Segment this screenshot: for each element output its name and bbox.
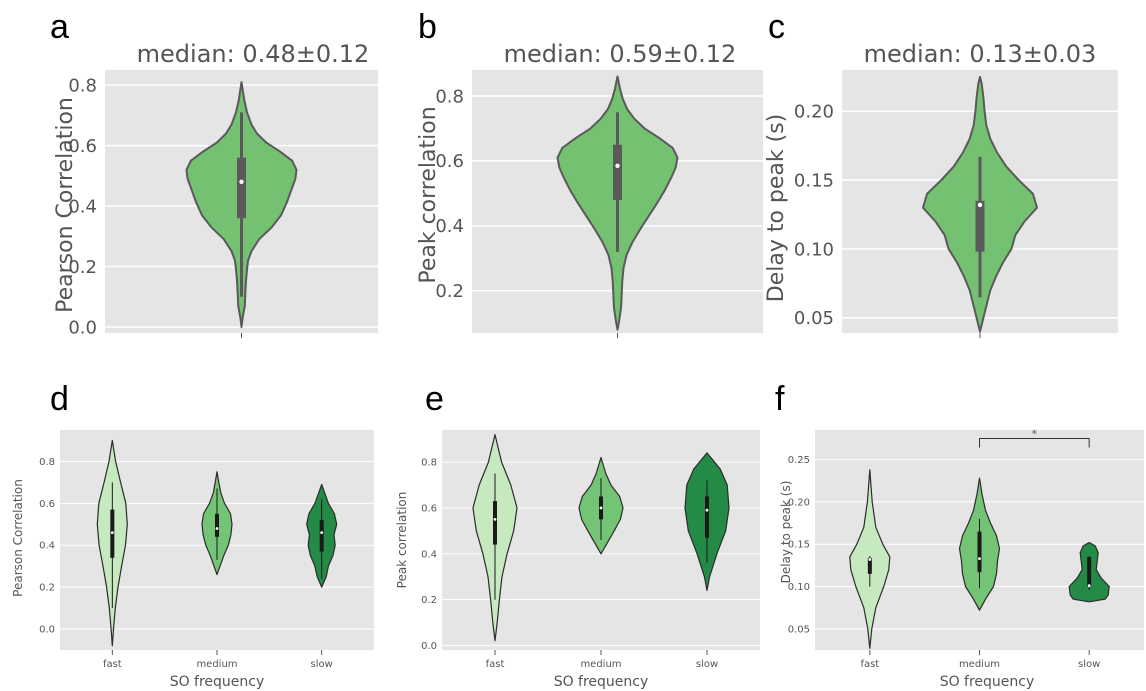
violin-median-dot <box>215 527 219 530</box>
x-tick-label: fast <box>486 659 505 670</box>
panel-letter-e: e <box>425 380 444 418</box>
panel-letter-f: f <box>775 380 785 418</box>
panel-e-xlabel: SO frequency <box>554 674 649 690</box>
y-tick-label: 0.0 <box>68 317 97 338</box>
panel-f-ylabel: Delay to peak (s) <box>779 481 793 584</box>
panel-b-plot: 0.2 0.4 0.6 0.8 <box>435 70 763 338</box>
y-tick-label: 0.0 <box>39 625 55 636</box>
y-tick-label: 0.0 <box>421 641 437 652</box>
violin-median-dot <box>599 506 603 510</box>
y-tick-label: 0.10 <box>788 582 810 593</box>
y-tick-label: 0.8 <box>421 458 437 469</box>
violin-median-dot <box>977 202 983 208</box>
y-tick-label: 0.4 <box>68 196 97 217</box>
y-tick-label: 0.6 <box>421 503 437 514</box>
x-tick-label: slow <box>1078 659 1100 670</box>
panel-d-xlabel: SO frequency <box>170 674 265 690</box>
panel-b-ylabel: Peak correlation <box>416 106 441 283</box>
x-tick-label: slow <box>311 659 333 670</box>
panel-a-plot: 0.0 0.2 0.4 0.6 0.8 <box>68 70 378 338</box>
violin-median-dot <box>110 531 114 535</box>
y-tick-label: 0.8 <box>435 86 464 107</box>
panel-letter-d: d <box>50 380 69 418</box>
y-tick-label: 0.05 <box>788 624 810 635</box>
violin-iqr-box <box>975 200 985 252</box>
x-tick-label: fast <box>860 659 879 670</box>
y-tick-label: 0.2 <box>435 281 464 302</box>
y-tick-label: 0.8 <box>39 457 55 468</box>
violin-iqr-box <box>1087 556 1092 587</box>
significance-star: * <box>1032 427 1038 440</box>
panel-d-plot: 0.0 0.2 0.4 0.6 0.8 fast medium slow <box>39 430 374 670</box>
violin-iqr-box <box>215 513 219 537</box>
violin-median-dot <box>705 508 709 512</box>
significance-bracket <box>979 437 1090 448</box>
x-tick-label: medium <box>196 659 237 670</box>
y-tick-label: 0.4 <box>435 216 464 237</box>
y-tick-label: 0.6 <box>435 151 464 172</box>
violin-iqr-box <box>493 501 497 545</box>
panel-e-plot: 0.0 0.2 0.4 0.6 0.8 fast medium slow <box>421 430 760 670</box>
y-tick-label: 0.6 <box>68 136 97 157</box>
y-tick-label: 0.25 <box>788 455 810 466</box>
panel-a-title: median: 0.48±0.12 <box>137 40 370 68</box>
violin-median-dot <box>615 163 620 168</box>
panel-b-title: median: 0.59±0.12 <box>504 40 737 68</box>
x-tick-label: fast <box>103 659 122 670</box>
panel-a-ylabel: Pearson Correlation <box>53 97 78 313</box>
y-tick-label: 0.6 <box>39 499 55 510</box>
y-tick-label: 0.15 <box>794 170 834 191</box>
violin-iqr-box <box>705 496 709 538</box>
y-tick-label: 0.2 <box>39 583 55 594</box>
x-tick-label: medium <box>580 659 621 670</box>
panel-letter-c: c <box>768 8 785 46</box>
violin-median-dot <box>978 557 981 561</box>
violin-median-dot <box>868 558 872 561</box>
y-tick-label: 0.2 <box>68 257 97 278</box>
y-tick-label: 0.20 <box>794 102 834 123</box>
panel-f-plot: 0.05 0.10 0.15 0.20 0.25 fast medium slow * <box>788 427 1144 670</box>
violin-iqr-box <box>613 144 622 200</box>
violin-iqr-box <box>977 531 982 573</box>
violin-median-dot <box>493 517 497 521</box>
violin-median-dot <box>1087 584 1091 588</box>
panel-c-plot: 0.05 0.10 0.15 0.20 <box>794 70 1118 338</box>
panel-letter-b: b <box>418 8 437 46</box>
panel-c-title: median: 0.13±0.03 <box>864 40 1097 68</box>
panel-e-ylabel: Peak correlation <box>395 492 409 589</box>
panel-letter-a: a <box>50 8 69 46</box>
y-tick-label: 0.10 <box>794 239 834 260</box>
panel-d-ylabel: Pearson Correlation <box>11 479 25 597</box>
violin-median-dot <box>320 531 324 535</box>
y-tick-label: 0.8 <box>68 75 97 96</box>
y-tick-label: 0.2 <box>421 595 437 606</box>
y-tick-label: 0.4 <box>421 549 437 560</box>
y-tick-label: 0.05 <box>794 308 834 329</box>
x-tick-label: slow <box>696 659 718 670</box>
violin-iqr-box <box>319 520 324 552</box>
x-tick-label: medium <box>959 659 1000 670</box>
violin-median-dot <box>239 179 244 185</box>
y-tick-label: 0.4 <box>39 541 55 552</box>
y-tick-label: 0.15 <box>788 540 810 551</box>
panel-c-ylabel: Delay to peak (s) <box>764 114 789 303</box>
violin-iqr-box <box>237 157 246 219</box>
panel-f-xlabel: SO frequency <box>940 674 1035 690</box>
violin-iqr-box <box>867 557 872 574</box>
y-tick-label: 0.20 <box>788 497 810 508</box>
